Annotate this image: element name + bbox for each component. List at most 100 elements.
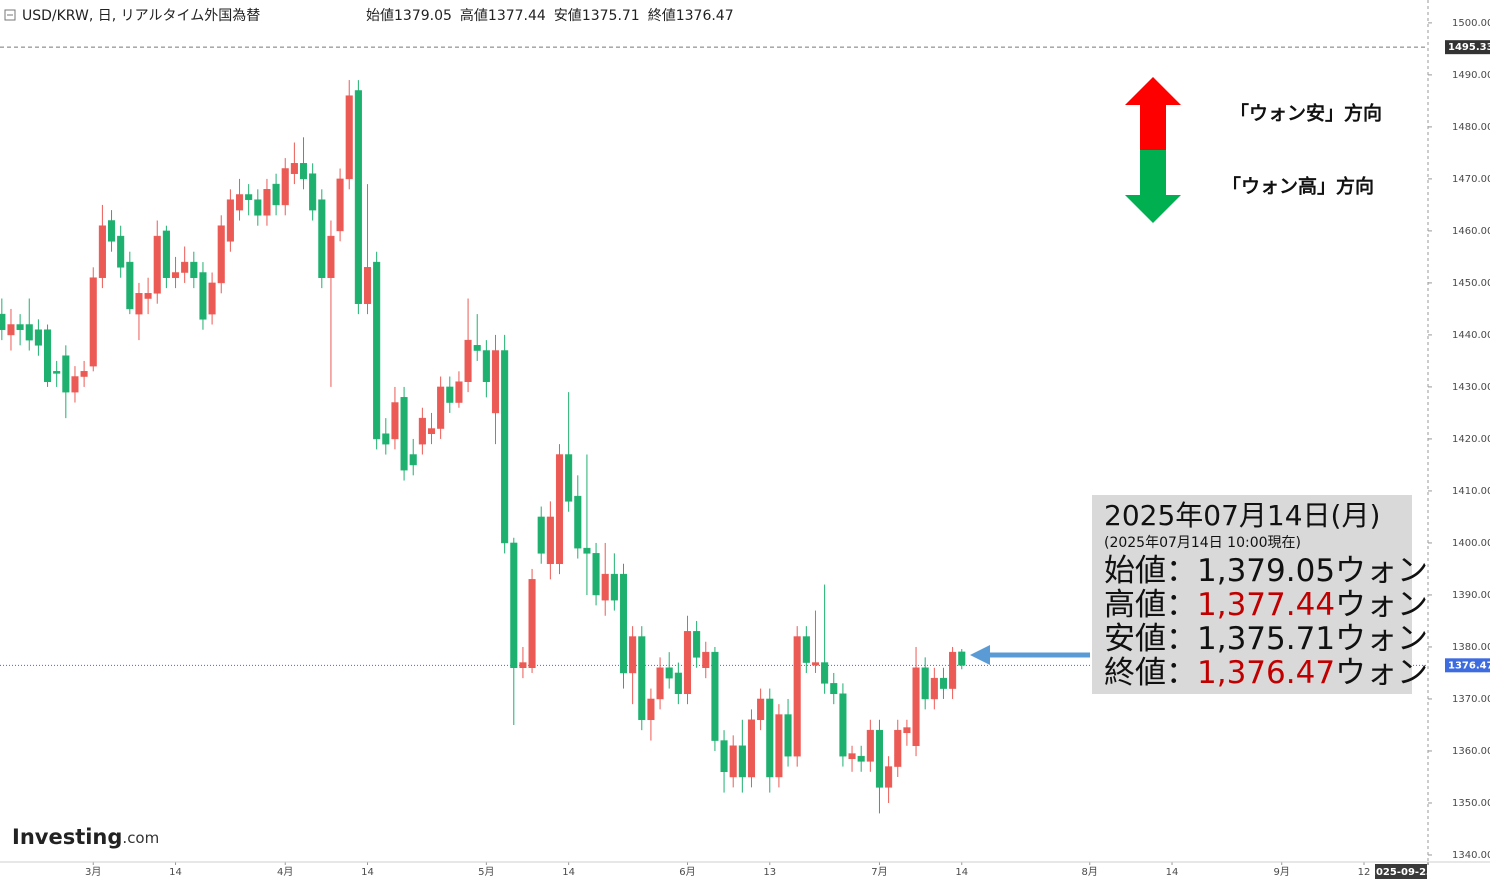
candle-body xyxy=(930,677,938,700)
x-tick-label: 14 xyxy=(1166,867,1179,878)
y-tick-label: 1370.00 xyxy=(1452,694,1490,705)
y-tick-label: 1460.00 xyxy=(1452,226,1490,237)
info-unit: ウォン xyxy=(1335,553,1428,589)
info-rows: 始値：1,379.05ウォン高値：1,377.44ウォン安値：1,375.71ウ… xyxy=(1104,553,1428,691)
x-tick-label: 6月 xyxy=(679,866,695,878)
candle-body xyxy=(501,350,509,544)
x-tick-label: 13 xyxy=(763,867,776,878)
quote-value: 1376.47 xyxy=(676,8,734,24)
x-tick-label: 9月 xyxy=(1274,866,1290,878)
candle-body xyxy=(217,225,225,284)
quote-item: 高値1377.44 xyxy=(460,7,546,24)
candle-body xyxy=(363,267,372,304)
y-tick-label: 1340.00 xyxy=(1452,850,1490,861)
candle-body xyxy=(391,402,399,440)
candle-body xyxy=(674,672,682,695)
candle-body xyxy=(665,667,673,679)
candle-body xyxy=(839,693,847,757)
candle-body xyxy=(830,683,838,695)
candle-body xyxy=(693,631,701,658)
candle-body xyxy=(903,727,911,734)
y-tick-label: 1400.00 xyxy=(1452,538,1490,549)
candle-body xyxy=(619,573,628,674)
candle-body xyxy=(98,225,106,278)
candle-body xyxy=(254,199,262,216)
candle-body xyxy=(409,454,417,466)
candle-body xyxy=(117,235,125,268)
info-row: 高値：1,377.44ウォン xyxy=(1104,587,1428,623)
candle-body xyxy=(857,755,865,762)
quote-label: 終値 xyxy=(648,8,676,24)
candle-body xyxy=(793,636,801,757)
candle-body xyxy=(894,729,902,767)
logo-suffix: .com xyxy=(122,829,159,847)
candle-body xyxy=(473,345,481,351)
candle-body xyxy=(912,667,920,747)
candle-body xyxy=(510,542,518,669)
candle-body xyxy=(263,189,271,216)
y-tick-label: 1380.00 xyxy=(1452,642,1490,653)
high-label-box xyxy=(1445,40,1490,55)
grid-layer: 1340.00 1350.00 1360.00 1370.00 1380.00 1390.… xyxy=(0,18,1490,878)
info-value: 1,377.44 xyxy=(1197,587,1335,623)
collapse-icon[interactable] xyxy=(4,9,16,21)
candle-body xyxy=(656,667,664,700)
candle-body xyxy=(336,178,344,232)
candle-body xyxy=(848,753,856,760)
info-unit: ウォン xyxy=(1335,621,1428,657)
y-tick-label: 1450.00 xyxy=(1452,278,1490,289)
weak-won-label: 「ウォン安」方向 xyxy=(1230,102,1382,125)
candle-body xyxy=(309,173,317,211)
candle-body xyxy=(583,547,591,554)
quote-value: 1377.44 xyxy=(488,8,546,24)
quote-label: 高値 xyxy=(460,7,488,24)
x-tick-label: 14 xyxy=(361,867,374,878)
y-tick-label: 1350.00 xyxy=(1452,798,1490,809)
candle-body xyxy=(16,324,24,330)
candle-body xyxy=(949,651,957,689)
candle-body xyxy=(281,168,289,206)
y-tick-label: 1480.00 xyxy=(1452,122,1490,133)
info-label: 始値： xyxy=(1104,553,1197,589)
candle-body xyxy=(272,183,280,206)
candle-body xyxy=(629,636,637,674)
candle-body xyxy=(299,163,308,180)
quote-item: 終値1376.47 xyxy=(648,8,734,24)
y-tick-label: 1470.00 xyxy=(1452,174,1490,185)
candle-body xyxy=(683,631,692,695)
last-price-box xyxy=(1445,658,1490,673)
date-marker-label: 2025-09-23 xyxy=(1369,867,1433,878)
candle-body xyxy=(446,386,454,403)
candle-body xyxy=(235,194,244,211)
candle-body xyxy=(327,235,335,278)
candle-body xyxy=(171,272,180,278)
last-price-label: 1376.47 xyxy=(1448,660,1490,671)
info-asof: (2025年07月14日 10:00現在) xyxy=(1104,535,1301,551)
candle-body xyxy=(711,651,719,741)
candle-body xyxy=(245,194,253,200)
candle-body xyxy=(821,662,829,684)
pointer-arrow-head xyxy=(970,645,990,665)
info-value: 1,375.71 xyxy=(1197,621,1335,657)
candle-body xyxy=(592,553,600,596)
date-marker-box xyxy=(1375,864,1427,879)
x-tick-label: 5月 xyxy=(478,866,494,878)
candle-body xyxy=(107,220,116,242)
logo-brand: Investing xyxy=(12,825,122,849)
y-tick-label: 1410.00 xyxy=(1452,486,1490,497)
x-tick-label: 4月 xyxy=(277,866,293,878)
candle-body xyxy=(939,677,948,689)
symbol: USD/KRW, 日, リアルタイム外国為替 xyxy=(22,8,260,24)
x-tick-label: 14 xyxy=(562,867,575,878)
candle-body xyxy=(757,698,765,721)
info-row: 終値：1,376.47ウォン xyxy=(1104,655,1428,691)
info-label: 終値： xyxy=(1104,655,1197,691)
candle-body xyxy=(345,95,353,180)
candle-body xyxy=(43,329,52,382)
candle-body xyxy=(53,371,61,374)
candle-body xyxy=(7,324,15,336)
y-tick-label: 1500.00 xyxy=(1452,18,1490,29)
candle-body xyxy=(181,261,189,273)
candle-body xyxy=(144,293,152,299)
